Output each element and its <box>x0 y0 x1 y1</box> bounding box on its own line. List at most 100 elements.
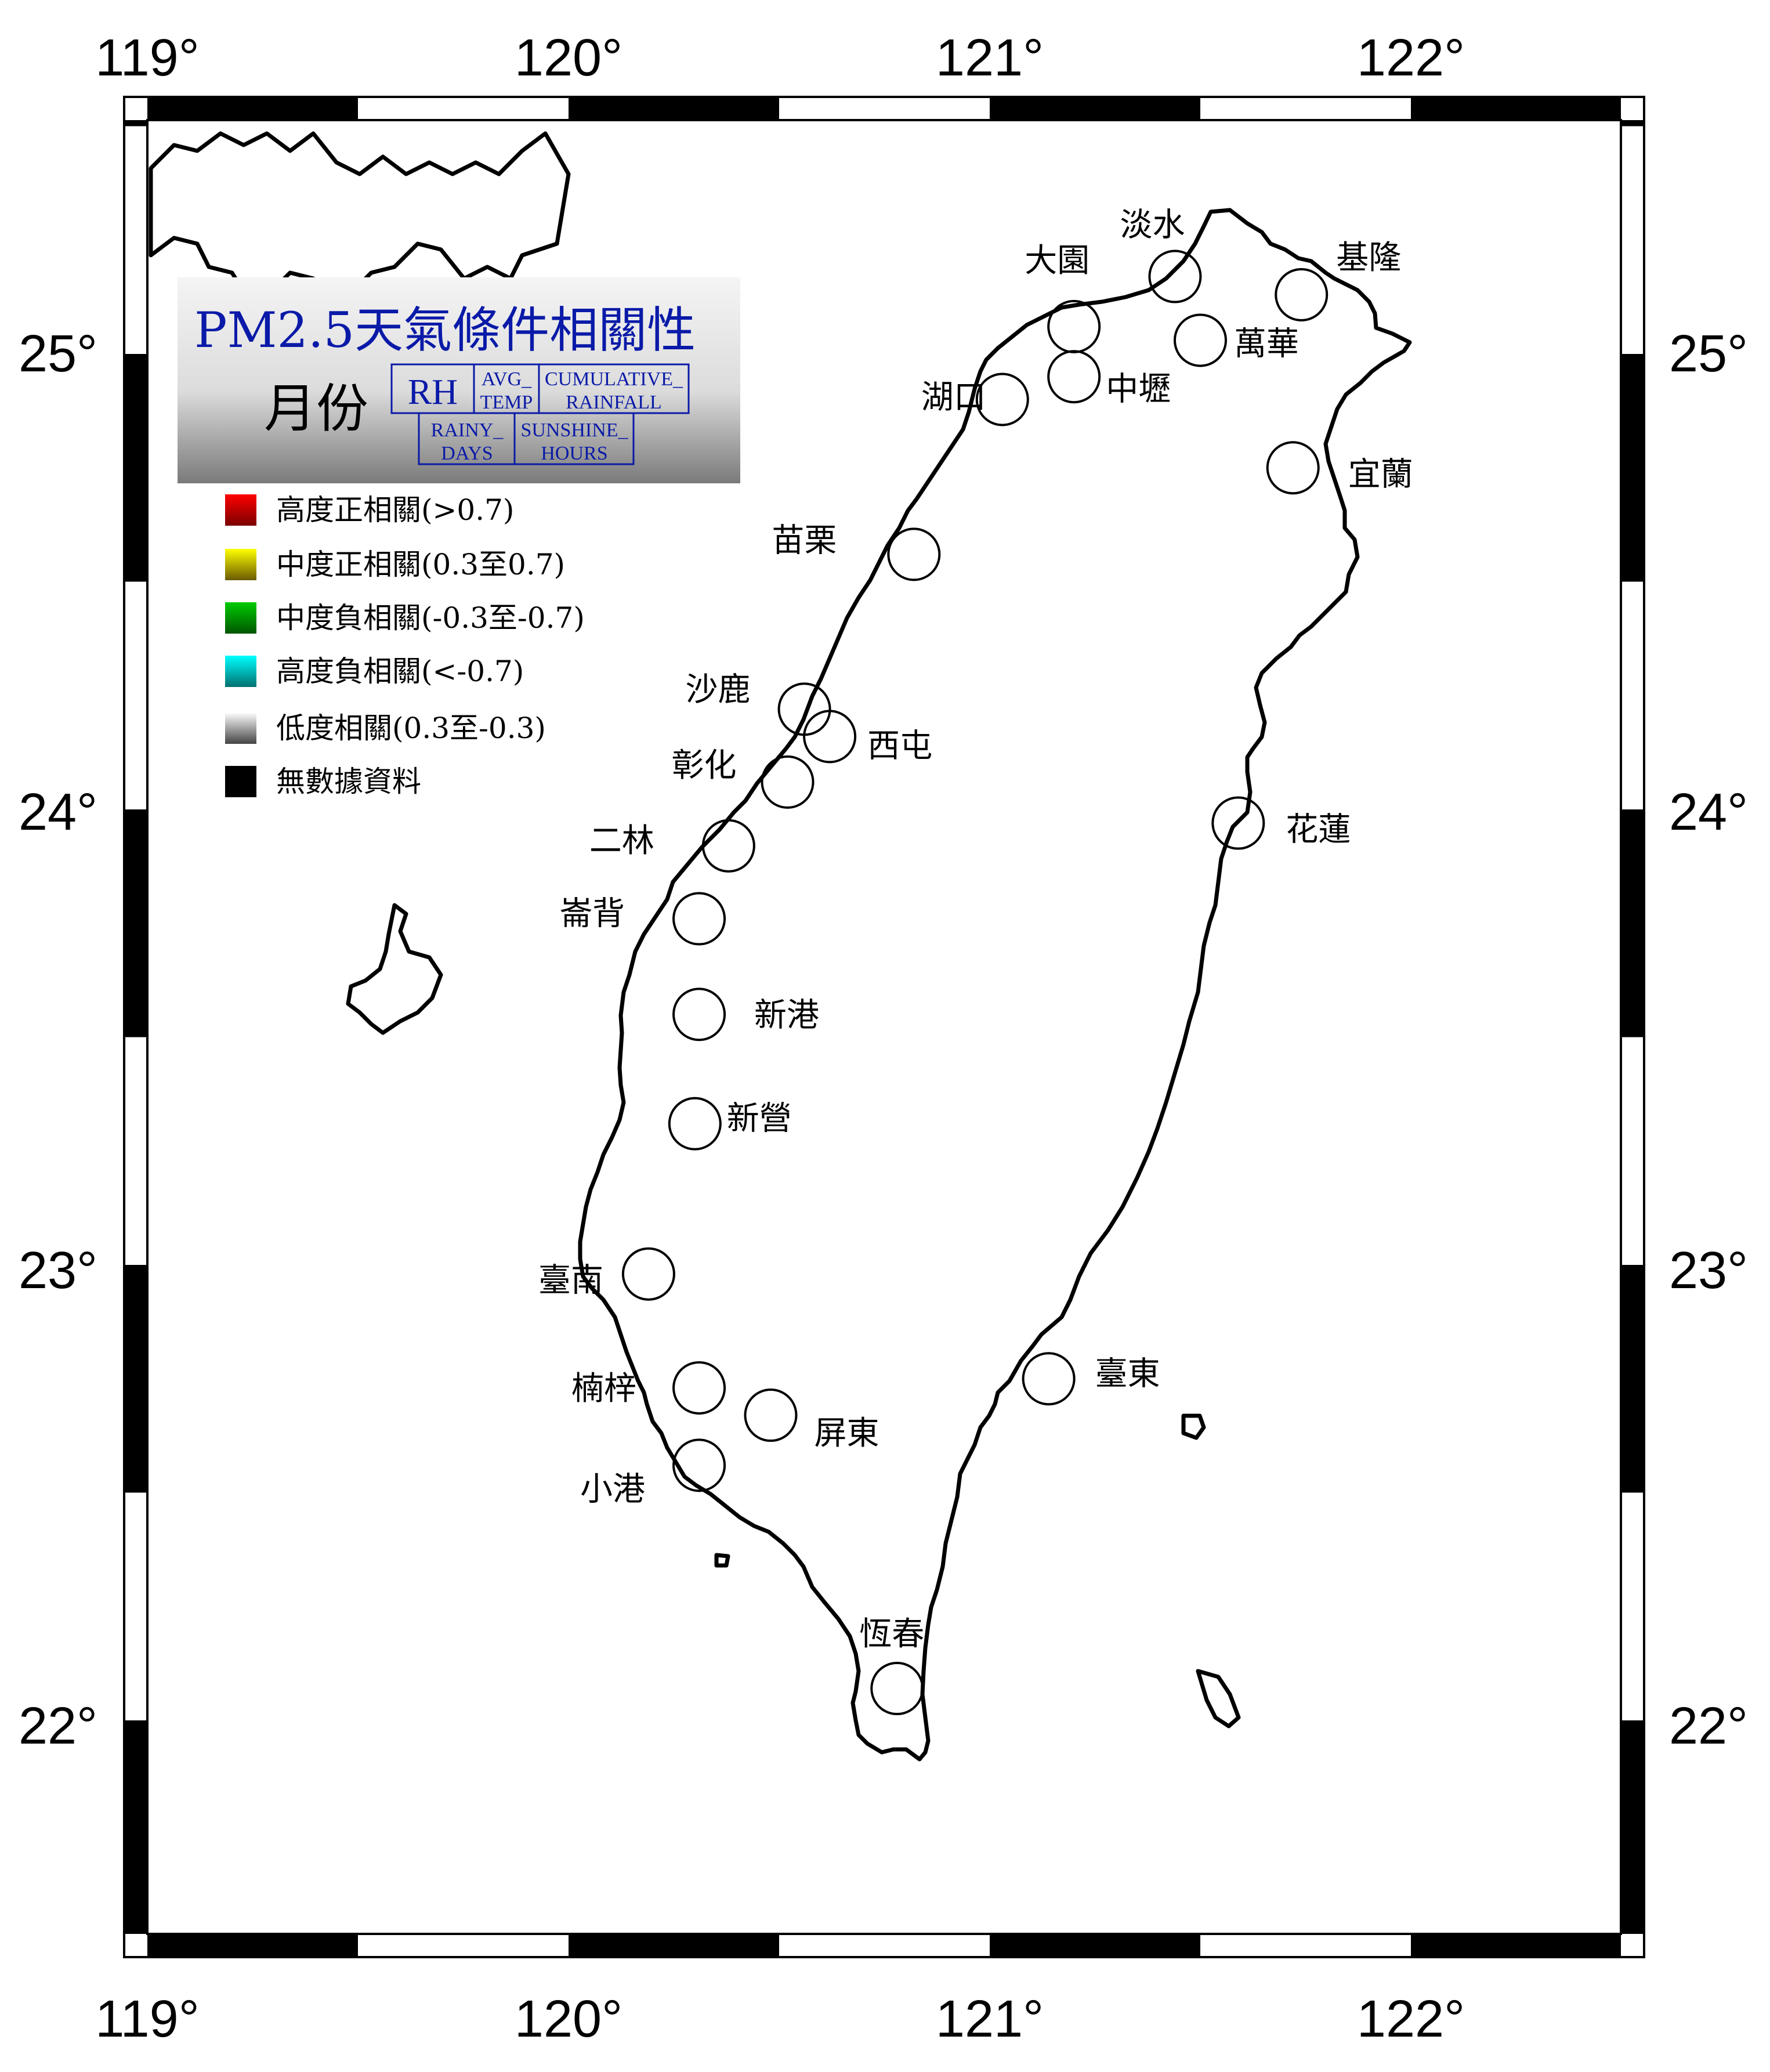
station-label-2: 大園 <box>1025 242 1089 280</box>
lat-label-22-right: 22° <box>1669 1697 1748 1755</box>
station-label-13: 崙背 <box>560 895 625 932</box>
station-marker-14 <box>672 988 726 1042</box>
green-island <box>1181 1413 1206 1440</box>
frame-bar-left <box>124 120 147 126</box>
station-label-7: 苗栗 <box>772 522 837 559</box>
legend-label-no-data: 無數據資料 <box>276 765 421 798</box>
frame-bar-top <box>1411 97 1621 120</box>
station-label-12: 二林 <box>589 822 654 860</box>
box-rh: RH <box>408 373 458 412</box>
box-avg: AVG_ <box>482 368 532 390</box>
frame-bar-right <box>1621 1720 1644 1934</box>
legend-swatch-high-negative <box>225 656 256 687</box>
station-label-15: 新營 <box>727 1100 792 1138</box>
longitude-labels-bottom: 119° 120° 121° 122° <box>95 1990 1465 2048</box>
lat-label-23-left: 23° <box>19 1242 97 1300</box>
frame-bar-top <box>569 97 779 120</box>
box-cumulative: CUMULATIVE_ <box>545 368 683 390</box>
frame-bar-left <box>124 1265 147 1493</box>
station-marker-18 <box>1022 1352 1076 1406</box>
station-marker-15 <box>668 1097 722 1151</box>
frame-bar-left <box>124 1720 147 1934</box>
penghu-islands <box>346 903 443 1035</box>
orchid-island <box>1196 1669 1241 1729</box>
frame-bar-right <box>1621 1265 1644 1493</box>
station-marker-9 <box>803 710 857 764</box>
frame-bar-bottom <box>990 1934 1200 1957</box>
legend-swatch-no-data <box>225 766 256 797</box>
frame-bar-right <box>1621 120 1644 126</box>
station-marker-11 <box>1211 796 1265 850</box>
station-label-20: 小港 <box>580 1470 645 1508</box>
station-label-3: 萬華 <box>1234 325 1299 363</box>
box-temp: TEMP <box>480 392 533 413</box>
lon-label-120-top: 120° <box>515 29 622 87</box>
station-marker-4 <box>1047 350 1101 404</box>
station-label-14: 新港 <box>754 996 819 1034</box>
latitude-labels-left: 25° 24° 23° 22° <box>19 325 97 1755</box>
station-label-21: 恆春 <box>859 1615 924 1653</box>
frame-bar-bottom <box>1411 1934 1621 1957</box>
station-marker-6 <box>1266 441 1320 495</box>
station-label-6: 宜蘭 <box>1348 455 1413 493</box>
station-label-18: 臺東 <box>1095 1355 1160 1393</box>
station-marker-12 <box>701 819 755 873</box>
lon-label-122-bottom: 122° <box>1357 1990 1465 2048</box>
lon-label-121-bottom: 121° <box>936 1990 1044 2048</box>
station-marker-19 <box>744 1388 798 1442</box>
station-label-17: 楠梓 <box>571 1370 636 1408</box>
box-sunshine: SUNSHINE_ <box>520 420 628 441</box>
station-label-10: 彰化 <box>672 747 737 784</box>
legend-label-moderate-negative: 中度負相關(-0.3至-0.7) <box>276 601 585 635</box>
lat-label-25-left: 25° <box>19 325 97 383</box>
lat-label-24-left: 24° <box>19 783 97 841</box>
station-label-5: 湖口 <box>921 379 986 417</box>
station-label-9: 西屯 <box>867 727 932 765</box>
month-label: 月份 <box>264 378 368 439</box>
frame-bar-top <box>147 97 358 120</box>
map-title: PM2.5天氣條件相關性 <box>194 302 696 359</box>
station-label-8: 沙鹿 <box>686 671 751 708</box>
station-marker-10 <box>761 755 815 809</box>
legend-swatch-moderate-positive <box>225 549 256 580</box>
taiwan-main-island <box>578 208 1412 1762</box>
lat-label-23-right: 23° <box>1669 1242 1748 1300</box>
latitude-labels-right: 25° 24° 23° 22° <box>1669 325 1748 1755</box>
station-marker-0 <box>1148 249 1202 303</box>
lon-label-120-bottom: 120° <box>515 1990 622 2048</box>
box-rainfall: RAINFALL <box>566 392 662 413</box>
lat-label-25-right: 25° <box>1669 325 1748 383</box>
station-label-0: 淡水 <box>1120 207 1185 244</box>
station-marker-20 <box>672 1438 726 1492</box>
station-marker-16 <box>621 1247 675 1301</box>
station-label-19: 屏東 <box>814 1415 879 1452</box>
station-label-11: 花蓮 <box>1286 811 1351 849</box>
station-marker-17 <box>672 1361 726 1415</box>
station-label-1: 基隆 <box>1336 239 1401 277</box>
station-marker-7 <box>887 527 941 581</box>
frame-bar-right <box>1621 809 1644 1037</box>
lon-label-121-top: 121° <box>936 29 1044 87</box>
variable-boxes <box>390 363 690 465</box>
station-marker-13 <box>672 892 726 946</box>
legend-label-high-negative: 高度負相關(<-0.7) <box>276 654 524 688</box>
station-marker-5 <box>975 373 1029 426</box>
station-marker-1 <box>1275 267 1329 321</box>
frame-bar-right <box>1621 354 1644 582</box>
liuqiu-island <box>714 1553 730 1568</box>
station-marker-3 <box>1174 313 1227 367</box>
legend-swatch-low <box>225 713 256 744</box>
frame-bar-left <box>124 354 147 582</box>
frame-bar-bottom <box>147 1934 358 1957</box>
legend-label-high-positive: 高度正相關(>0.7) <box>276 493 514 527</box>
title-panel: PM2.5天氣條件相關性 月份 RH AVG_ TEMP CUMULATIVE_… <box>178 277 740 483</box>
longitude-labels-top: 119° 120° 121° 122° <box>95 29 1465 87</box>
legend: 高度正相關(>0.7) 中度正相關(0.3至0.7) 中度負相關(-0.3至-0… <box>225 493 585 798</box>
box-days: DAYS <box>441 443 493 464</box>
legend-label-low: 低度相關(0.3至-0.3) <box>276 711 546 745</box>
coastline <box>149 131 1412 1762</box>
frame-bar-top <box>990 97 1200 120</box>
box-rainy: RAINY_ <box>431 420 504 441</box>
